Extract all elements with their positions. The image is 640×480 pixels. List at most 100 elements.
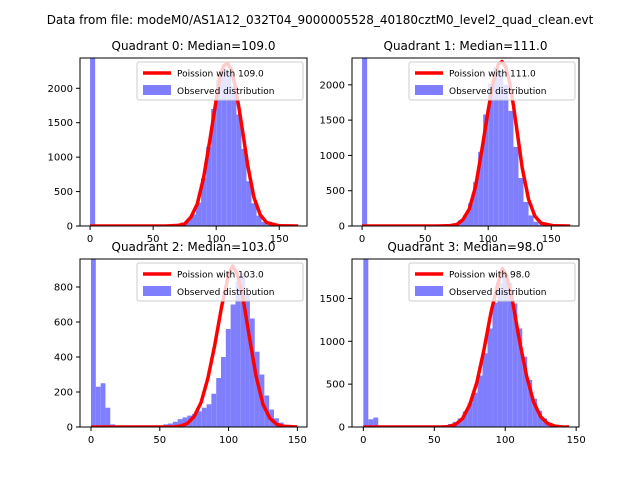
histogram-bar [230,304,236,427]
panel-title: Quadrant 3: Median=98.0 [387,240,543,254]
x-tick-label: 50 [419,234,432,245]
histogram-bar [192,413,197,427]
legend: Poission with 111.0 Observed distribution [408,61,576,101]
histogram-bar [235,281,241,427]
y-tick-label: 2000 [320,80,345,91]
y-tick-label: 1000 [48,153,73,164]
histogram-bar [196,411,202,427]
x-tick-label: 150 [270,234,289,245]
histogram-bar [190,214,197,226]
histogram-bar [251,203,257,226]
histogram-bar [241,148,247,226]
legend-entry-poisson: Poission with 111.0 [449,70,536,80]
histogram-bar [373,417,379,427]
histogram-bar [225,329,231,427]
y-tick-label: 1000 [320,151,345,162]
y-tick-label: 0 [67,222,73,233]
histogram-bar [492,302,498,427]
x-tick-label: 0 [360,435,366,446]
histogram-bar [266,224,272,226]
histogram-bar [503,84,509,226]
x-tick-label: 0 [87,234,93,245]
x-tick-label: 100 [496,435,515,446]
panel-title: Quadrant 0: Median=109.0 [112,39,276,53]
y-tick-label: 800 [54,283,73,294]
histogram-bar [477,375,483,427]
legend-entry-poisson: Poission with 109.0 [177,70,264,80]
histogram-bar [245,294,250,427]
y-tick-label: 0 [339,423,345,434]
legend: Poission with 98.0 Observed distribution [408,262,576,302]
legend-entry-observed: Observed distribution [177,288,274,298]
histogram-bar [95,386,101,427]
histogram-bar [538,224,544,226]
histogram-bar [182,417,188,427]
x-tick-label: 50 [153,435,166,446]
legend-entry-observed: Observed distribution [449,87,546,97]
axes-frame [351,258,580,428]
legend-box [136,61,304,101]
histogram-bar [482,353,488,427]
histogram-bar [211,108,217,226]
y-tick-label: 200 [54,388,73,399]
histogram-bar [216,378,222,427]
x-tick-label: 100 [479,234,498,245]
histogram-bar [206,146,212,226]
histogram-bar [240,273,246,427]
x-tick-label: 100 [207,234,226,245]
histogram-bar [513,146,519,226]
histogram-bar [507,283,513,427]
x-tick-label: 150 [567,435,586,446]
legend: Poission with 109.0 Observed distribution [136,61,304,101]
histogram-bar [362,58,368,226]
y-tick-label: 1500 [320,116,345,127]
histogram-bar [196,202,202,226]
histogram-bar [185,219,191,226]
histogram-bar [517,328,523,427]
histogram-bar [493,67,499,226]
figure-suptitle: Data from file: modeM0/AS1A12_032T04_900… [47,13,594,27]
y-tick-label: 0 [67,423,73,434]
histogram-bar [488,83,494,226]
histogram-bar [216,80,222,226]
y-tick-label: 500 [54,187,73,198]
histogram-bar [527,379,533,427]
histogram-bar [246,181,252,226]
histogram-bar [468,203,474,226]
histogram-bar [532,398,538,427]
x-tick-label: 150 [288,435,307,446]
histogram-bar [508,110,514,226]
legend-entry-observed: Observed distribution [449,288,546,298]
axes-frame [79,258,308,428]
histogram-bar [221,69,227,226]
histogram-bar [498,70,504,226]
histogram-bar [261,221,267,226]
histogram-bar [522,356,528,427]
histogram-bar [254,351,260,427]
histogram-bar [105,407,111,427]
x-tick-label: 0 [88,435,94,446]
histogram-bar [211,393,217,427]
histogram-bar [368,419,374,427]
legend-box [408,61,576,101]
y-tick-label: 0 [339,222,345,233]
y-tick-label: 1500 [48,118,73,129]
histogram-bar [518,178,524,226]
x-tick-label: 0 [359,234,365,245]
histogram-bar [483,114,489,226]
histogram-bar [256,215,262,226]
x-tick-label: 50 [428,435,441,446]
histogram-bar [523,202,529,226]
histogram-bar [487,328,493,427]
y-tick-label: 500 [326,380,345,391]
y-tick-label: 500 [326,186,345,197]
x-tick-label: 50 [147,234,160,245]
histogram-bar [512,303,518,427]
histogram-bar [502,274,508,427]
y-tick-label: 1000 [320,337,345,348]
histogram-bar [201,177,207,226]
